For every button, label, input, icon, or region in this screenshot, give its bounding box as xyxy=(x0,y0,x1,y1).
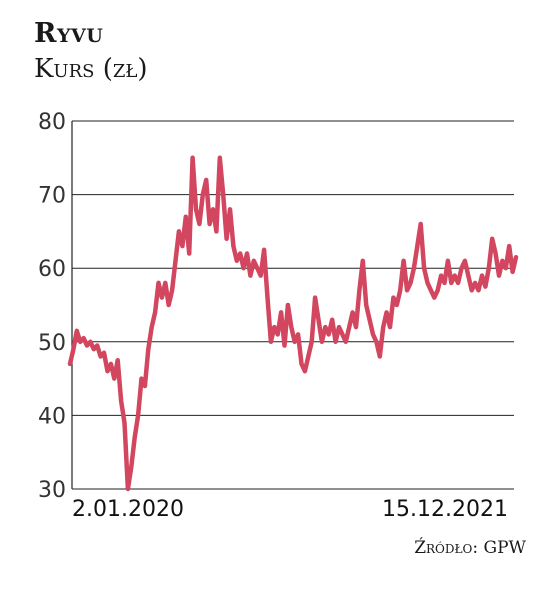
y-tick-label: 60 xyxy=(38,257,66,282)
series-group xyxy=(67,155,519,492)
chart-subtitle: Kurs (zł) xyxy=(34,54,148,84)
chart-title: Ryvu xyxy=(34,18,104,49)
x-tick-label-end: 15.12.2021 xyxy=(382,497,508,522)
series-line xyxy=(67,155,519,492)
source-note: Źródło: GPW xyxy=(414,538,526,558)
x-tick-label-start: 2.01.2020 xyxy=(72,497,184,522)
y-tick-label: 40 xyxy=(38,404,66,429)
y-tick-label: 70 xyxy=(38,184,66,209)
x-axis: 2.01.2020 15.12.2021 xyxy=(71,121,508,522)
y-tick-label: 80 xyxy=(38,110,66,135)
y-tick-label: 50 xyxy=(38,331,66,356)
y-axis-labels: 30 40 50 60 70 80 xyxy=(38,110,66,503)
grid-lines xyxy=(72,120,514,490)
y-tick-label: 30 xyxy=(38,478,66,503)
